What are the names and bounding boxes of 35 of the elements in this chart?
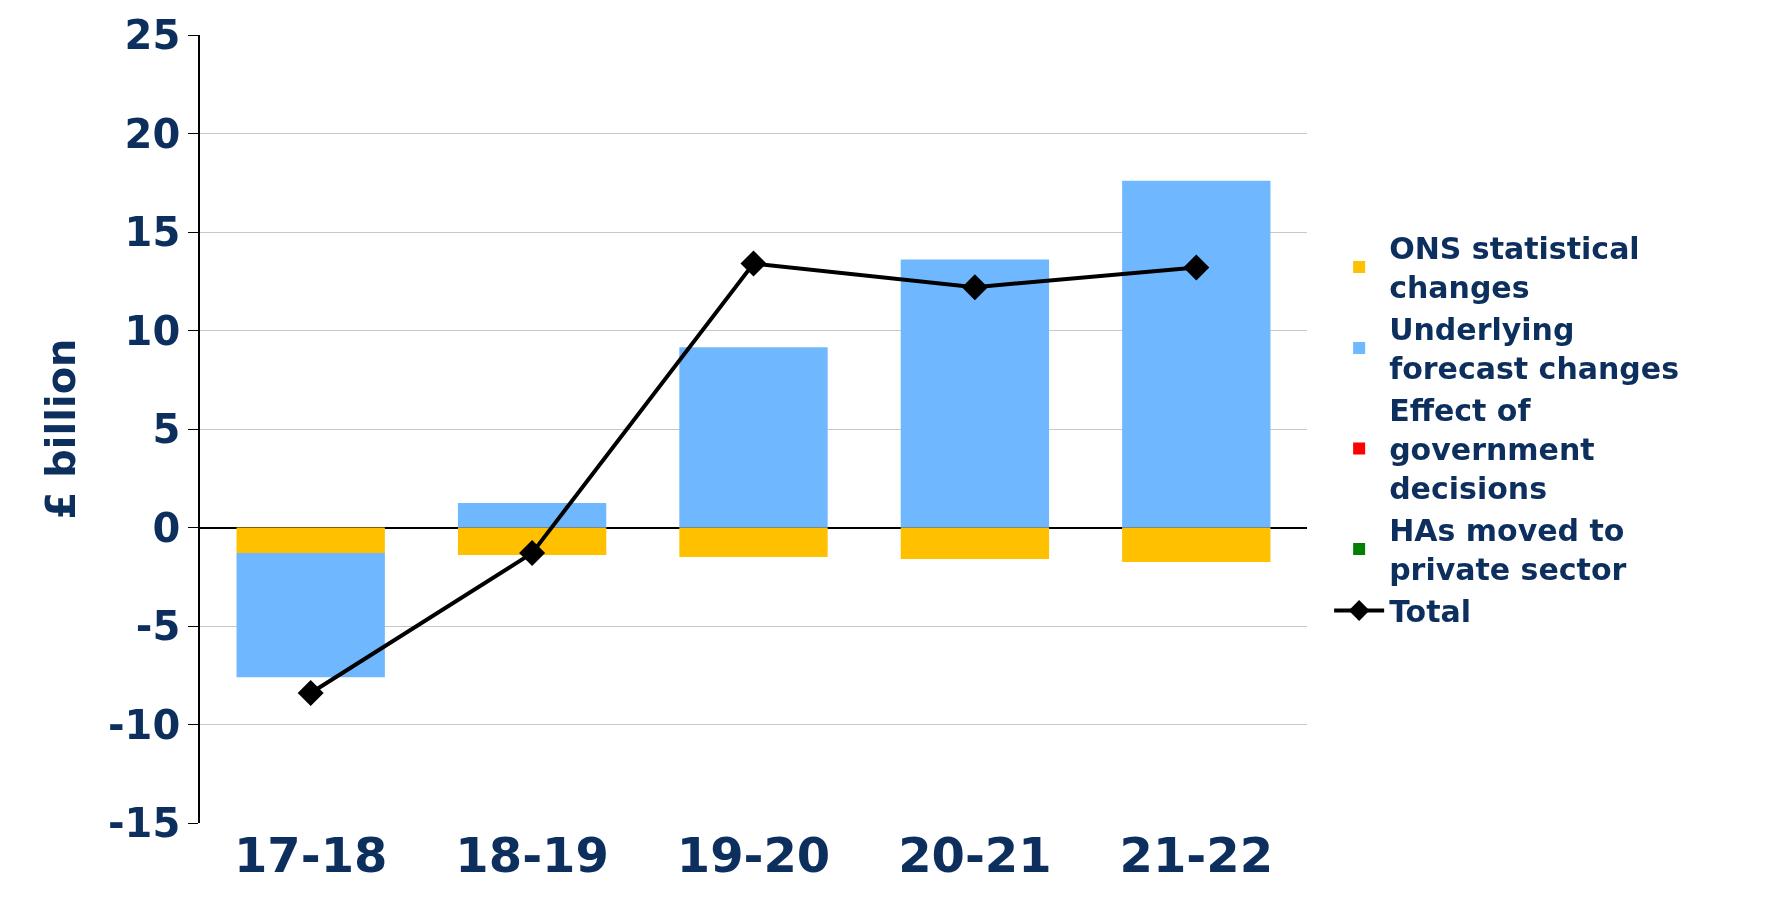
- y-tick-label: 15: [124, 209, 181, 255]
- point: [740, 250, 767, 277]
- legend-label: ONS statistical changes: [1389, 231, 1640, 306]
- legend-label: Underlying forecast changes: [1389, 312, 1680, 387]
- point: [961, 274, 988, 301]
- point: [519, 540, 546, 567]
- bar: [1122, 180, 1271, 528]
- y-tick-label: -15: [107, 800, 181, 846]
- y-tick-label: 5: [152, 406, 181, 452]
- y-tick-label: 25: [124, 12, 181, 58]
- bar: [900, 527, 1050, 560]
- bar: [1122, 527, 1271, 562]
- point: [1183, 254, 1210, 281]
- x-tick-label: 18-19: [455, 827, 609, 883]
- y-tick-label: 20: [124, 110, 181, 157]
- x-tick-label: 17-18: [233, 827, 388, 883]
- bar: [679, 527, 828, 558]
- y-tick-label: 0: [152, 504, 181, 551]
- y-tick-label: -10: [107, 701, 181, 748]
- legend-label: Total: [1389, 594, 1472, 630]
- x-tick-label: 20-21: [898, 827, 1052, 883]
- bar: [679, 347, 828, 528]
- y-axis-title: £ billion: [37, 338, 84, 520]
- legend-label: Effect of government decisions: [1389, 393, 1595, 507]
- y-tick-label: 10: [124, 307, 181, 354]
- bar: [457, 502, 607, 528]
- x-tick-label: 19-20: [676, 827, 831, 883]
- x-tick-label: 21-22: [1119, 827, 1274, 883]
- point: [297, 679, 324, 706]
- bar: [900, 259, 1050, 528]
- bar: [236, 527, 385, 554]
- bar: [457, 527, 607, 556]
- y-tick-label: -5: [135, 603, 181, 649]
- legend-label: HAs moved to private sector: [1389, 513, 1627, 588]
- bar: [236, 553, 385, 678]
